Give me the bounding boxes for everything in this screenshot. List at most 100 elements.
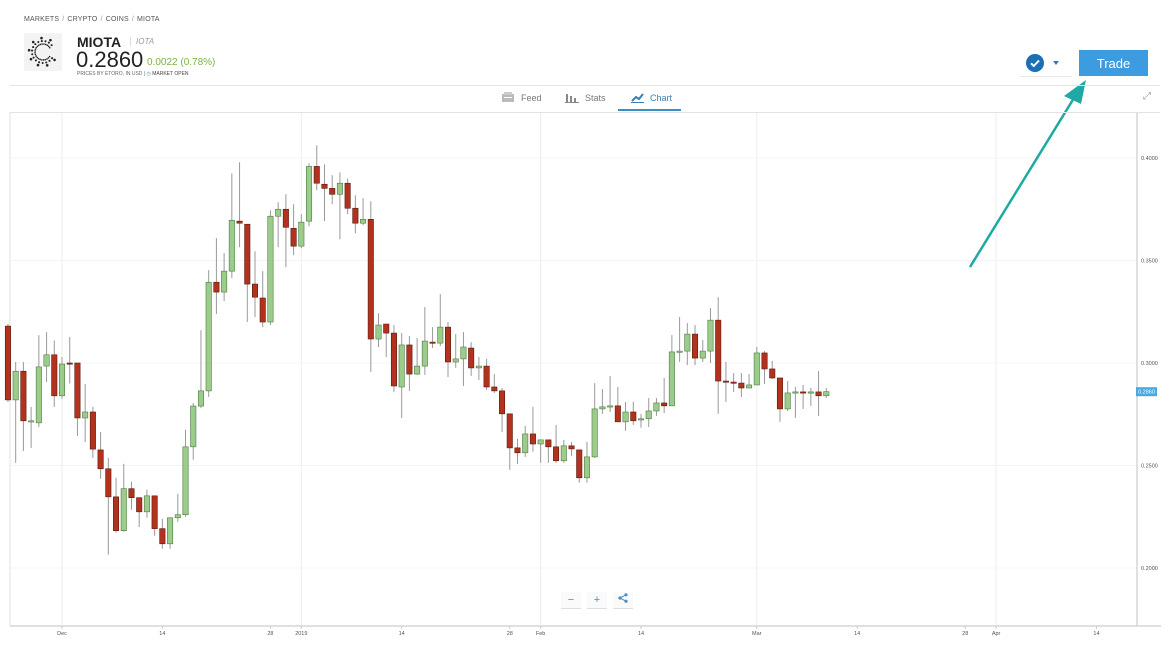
candle-body-up <box>475 365 482 369</box>
zoom-out-button[interactable]: − <box>561 592 581 609</box>
candle <box>167 517 174 549</box>
candle <box>622 401 629 431</box>
candle <box>58 356 65 399</box>
expand-icon[interactable]: ⤢ <box>1143 91 1151 102</box>
logo-dot <box>47 41 50 44</box>
candle <box>367 201 374 373</box>
candle <box>306 163 313 227</box>
candle-body-down <box>630 411 637 422</box>
candle-body-up <box>668 351 675 407</box>
candle-body-down <box>66 362 73 365</box>
candle-body-down <box>213 281 220 293</box>
x-tick-label: 28 <box>267 631 273 637</box>
caret-down-icon[interactable] <box>1053 61 1059 65</box>
x-tick-label: Mar <box>752 631 762 637</box>
candle-body-down <box>429 341 436 344</box>
bar-chart-icon <box>565 94 579 103</box>
candle <box>35 335 42 427</box>
candle-body-up <box>228 220 235 272</box>
candle-body-down <box>51 354 58 397</box>
candle-body-down <box>20 370 27 422</box>
breadcrumb-crypto[interactable]: CRYPTO <box>67 16 98 23</box>
breadcrumb-current: MIOTA <box>137 16 160 23</box>
candle <box>491 374 498 393</box>
candle-body-down <box>761 352 768 370</box>
candle <box>197 330 204 408</box>
candle-body-down <box>236 220 243 224</box>
candles <box>4 145 830 555</box>
candle <box>120 463 127 532</box>
logo-dot <box>35 46 38 49</box>
candle <box>560 439 567 463</box>
candle-body-up <box>522 433 529 454</box>
candle <box>823 388 830 399</box>
logo-dot <box>36 63 40 67</box>
candle-body-up <box>676 350 683 353</box>
candle <box>352 195 359 234</box>
logo-dot <box>38 44 40 46</box>
candle <box>599 389 606 414</box>
candle-body-down <box>128 488 135 498</box>
candle <box>576 449 583 483</box>
price-change: 0.0022 (0.78%) <box>147 57 216 68</box>
logo-dot <box>41 61 44 65</box>
candle <box>375 313 382 348</box>
candle <box>468 342 475 376</box>
candle <box>437 294 444 346</box>
logo-dot <box>44 43 47 46</box>
candle <box>815 370 822 416</box>
logo-dot <box>32 56 35 59</box>
candle-body-up <box>452 358 459 363</box>
candle-body-down <box>383 323 390 334</box>
candle <box>28 406 35 448</box>
tab-feed[interactable]: Feed <box>501 92 542 103</box>
candle-body-down <box>483 365 490 388</box>
candle <box>244 223 251 322</box>
logo-dot <box>41 59 43 61</box>
logo-dot <box>45 61 48 64</box>
logo-dot <box>41 43 43 45</box>
candle-body-up <box>275 208 282 217</box>
breadcrumb-markets[interactable]: MARKETS <box>24 16 60 23</box>
candle-body-up <box>82 411 89 419</box>
candle-body-down <box>692 333 699 359</box>
x-tick-label: 14 <box>854 631 860 637</box>
logo-dot <box>31 53 34 56</box>
candle <box>344 178 351 215</box>
candle <box>452 334 459 368</box>
candle-body-down <box>738 382 745 389</box>
logo-dot <box>46 58 48 60</box>
logo-dot <box>48 46 51 49</box>
share-icon[interactable] <box>613 592 633 609</box>
logo-dot <box>43 43 45 45</box>
trade-button[interactable]: Trade <box>1079 50 1148 76</box>
candle-body-down <box>244 223 251 285</box>
candle-body-up <box>221 270 228 293</box>
candle-body-up <box>784 392 791 410</box>
candle-body-down <box>529 433 536 445</box>
candle <box>553 424 560 463</box>
tab-chart[interactable]: Chart <box>631 92 672 103</box>
candle <box>421 307 428 375</box>
candle <box>89 406 96 458</box>
candle-body-down <box>290 228 297 247</box>
tab-stats[interactable]: Stats <box>565 92 606 103</box>
check-circle-icon[interactable] <box>1026 54 1044 72</box>
candle-body-down <box>468 347 475 369</box>
breadcrumb-coins[interactable]: COINS <box>105 16 129 23</box>
candle <box>66 336 73 384</box>
candle-body-up <box>58 363 65 397</box>
candle-body-down <box>151 495 158 529</box>
candle-body-down <box>105 468 112 498</box>
candle-body-down <box>553 446 560 462</box>
candle-body-down <box>499 390 506 415</box>
candle-body-up <box>460 346 467 360</box>
candle-body-up <box>437 326 444 344</box>
candle <box>128 481 135 510</box>
active-tab-indicator <box>618 109 681 111</box>
candle <box>213 238 220 315</box>
logo-dot <box>50 44 53 47</box>
zoom-in-button[interactable]: + <box>587 592 607 609</box>
candle-body-up <box>699 350 706 359</box>
